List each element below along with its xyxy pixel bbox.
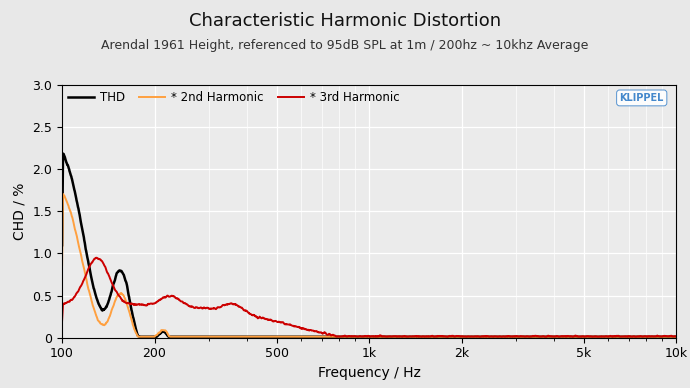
Text: KLIPPEL: KLIPPEL — [620, 93, 664, 103]
THD — [357, 334, 365, 339]
* 3rd Harmonic — [89, 258, 97, 263]
* 2nd Harmonic — [672, 335, 680, 340]
THD — [654, 334, 662, 339]
Y-axis label: CHD / %: CHD / % — [13, 183, 27, 240]
Legend: THD, * 2nd Harmonic, * 3rd Harmonic: THD, * 2nd Harmonic, * 3rd Harmonic — [68, 91, 400, 104]
* 2nd Harmonic — [58, 263, 66, 268]
* 2nd Harmonic — [357, 334, 365, 339]
* 2nd Harmonic — [59, 192, 67, 196]
* 3rd Harmonic — [357, 334, 365, 339]
Line: THD: THD — [62, 154, 676, 337]
* 2nd Harmonic — [542, 334, 550, 339]
* 3rd Harmonic — [655, 334, 663, 338]
* 2nd Harmonic — [90, 306, 98, 310]
Text: Arendal 1961 Height, referenced to 95dB SPL at 1m / 200hz ~ 10khz Average: Arendal 1961 Height, referenced to 95dB … — [101, 39, 589, 52]
THD — [59, 151, 67, 156]
THD — [655, 334, 663, 339]
X-axis label: Frequency / Hz: Frequency / Hz — [317, 366, 421, 380]
* 3rd Harmonic — [672, 334, 680, 339]
THD — [58, 243, 66, 248]
Line: * 3rd Harmonic: * 3rd Harmonic — [62, 258, 676, 337]
* 3rd Harmonic — [341, 334, 349, 338]
* 2nd Harmonic — [341, 334, 349, 339]
* 3rd Harmonic — [58, 318, 66, 323]
THD — [90, 286, 98, 291]
* 2nd Harmonic — [655, 334, 663, 339]
THD — [341, 334, 349, 339]
* 3rd Harmonic — [92, 255, 101, 260]
Text: Characteristic Harmonic Distortion: Characteristic Harmonic Distortion — [189, 12, 501, 29]
Line: * 2nd Harmonic: * 2nd Harmonic — [62, 194, 676, 337]
* 2nd Harmonic — [654, 334, 662, 339]
THD — [542, 334, 550, 339]
* 3rd Harmonic — [654, 334, 662, 338]
* 3rd Harmonic — [542, 334, 550, 339]
THD — [672, 335, 680, 340]
